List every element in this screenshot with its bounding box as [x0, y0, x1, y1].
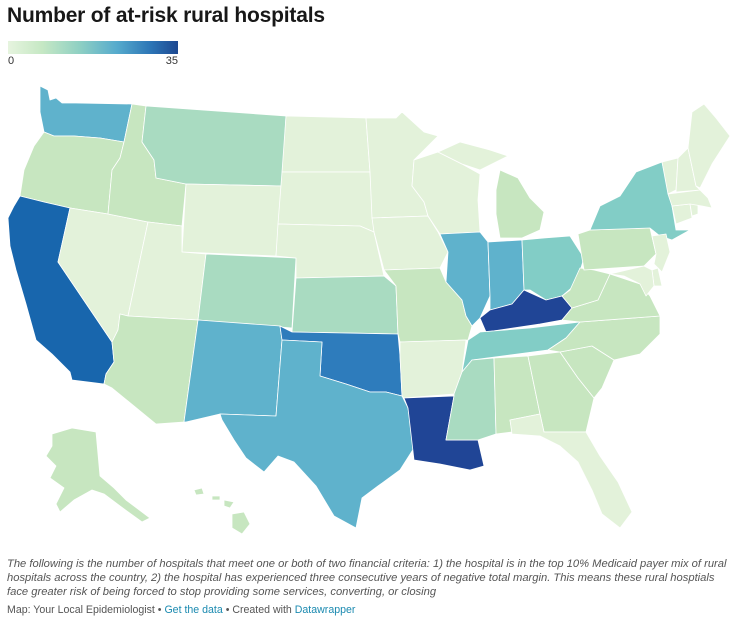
state-south-dakota[interactable] — [277, 171, 375, 233]
footer: Map: Your Local Epidemiologist • Get the… — [7, 604, 355, 616]
state-colorado[interactable] — [197, 253, 297, 329]
state-arkansas[interactable] — [399, 339, 467, 399]
map-svg — [7, 85, 731, 535]
legend-labels: 0 35 — [8, 54, 178, 68]
state-texas[interactable] — [219, 339, 415, 529]
state-maine[interactable] — [687, 103, 731, 189]
footer-created-with: • Created with — [222, 604, 295, 616]
footer-separator: • — [154, 604, 165, 616]
state-north-carolina[interactable] — [547, 315, 661, 361]
state-maryland[interactable] — [609, 265, 655, 297]
state-wyoming[interactable] — [181, 183, 283, 257]
state-mississippi[interactable] — [445, 357, 497, 441]
state-ohio[interactable] — [521, 235, 585, 301]
legend-min-label: 0 — [8, 55, 15, 67]
state-new-jersey[interactable] — [651, 233, 671, 273]
legend-max-label: 35 — [165, 55, 178, 67]
state-pennsylvania[interactable] — [577, 227, 657, 271]
datawrapper-link[interactable]: Datawrapper — [294, 604, 356, 616]
get-the-data-link[interactable]: Get the data — [164, 604, 223, 616]
state-michigan-upper[interactable] — [437, 141, 509, 171]
color-legend: 0 35 — [8, 41, 178, 68]
state-hawaii[interactable] — [193, 487, 251, 535]
chart-title: Number of at-risk rural hospitals — [7, 4, 325, 27]
state-new-mexico[interactable] — [183, 319, 283, 423]
legend-gradient-bar — [8, 41, 178, 54]
us-choropleth-map — [0, 70, 738, 550]
state-michigan[interactable] — [495, 169, 545, 239]
state-montana[interactable] — [141, 105, 287, 187]
state-west-virginia[interactable] — [561, 267, 611, 309]
state-new-york[interactable] — [589, 161, 691, 241]
state-massachusetts[interactable] — [667, 189, 713, 209]
state-connecticut[interactable] — [671, 203, 693, 225]
state-florida[interactable] — [509, 413, 633, 529]
state-arizona[interactable] — [103, 313, 199, 425]
footer-source: Map: Your Local Epidemiologist — [7, 604, 155, 616]
state-alaska[interactable] — [45, 427, 151, 523]
state-washington[interactable] — [39, 85, 133, 143]
map-description: The following is the number of hospitals… — [7, 558, 727, 598]
state-north-dakota[interactable] — [281, 115, 371, 173]
state-illinois[interactable] — [439, 231, 491, 327]
state-new-hampshire[interactable] — [675, 147, 701, 193]
state-kansas[interactable] — [291, 275, 399, 335]
